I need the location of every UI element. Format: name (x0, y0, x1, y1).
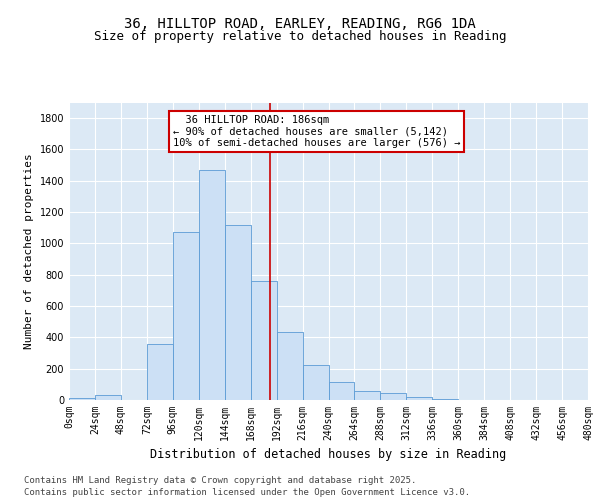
Bar (69, 398, 95, 400)
Bar (225, 224, 251, 400)
X-axis label: Distribution of detached houses by size in Reading: Distribution of detached houses by size … (151, 448, 506, 462)
Text: 36 HILLTOP ROAD: 186sqm
← 90% of detached houses are smaller (5,142)
10% of semi: 36 HILLTOP ROAD: 186sqm ← 90% of detache… (173, 115, 460, 148)
Bar (147, 344, 173, 400)
Bar (329, 382, 355, 400)
Bar (302, 365, 329, 400)
Bar (95, 394, 121, 400)
Bar (277, 332, 302, 400)
Bar (173, 232, 199, 400)
Bar (199, 170, 224, 400)
Y-axis label: Number of detached properties: Number of detached properties (24, 154, 34, 349)
Bar (406, 397, 432, 400)
Bar (432, 398, 458, 400)
Text: Contains HM Land Registry data © Crown copyright and database right 2025.: Contains HM Land Registry data © Crown c… (24, 476, 416, 485)
Bar (380, 393, 406, 400)
Bar (355, 390, 380, 400)
Text: Contains public sector information licensed under the Open Government Licence v3: Contains public sector information licen… (24, 488, 470, 497)
Text: Size of property relative to detached houses in Reading: Size of property relative to detached ho… (94, 30, 506, 43)
Text: 36, HILLTOP ROAD, EARLEY, READING, RG6 1DA: 36, HILLTOP ROAD, EARLEY, READING, RG6 1… (124, 18, 476, 32)
Bar (251, 281, 277, 400)
